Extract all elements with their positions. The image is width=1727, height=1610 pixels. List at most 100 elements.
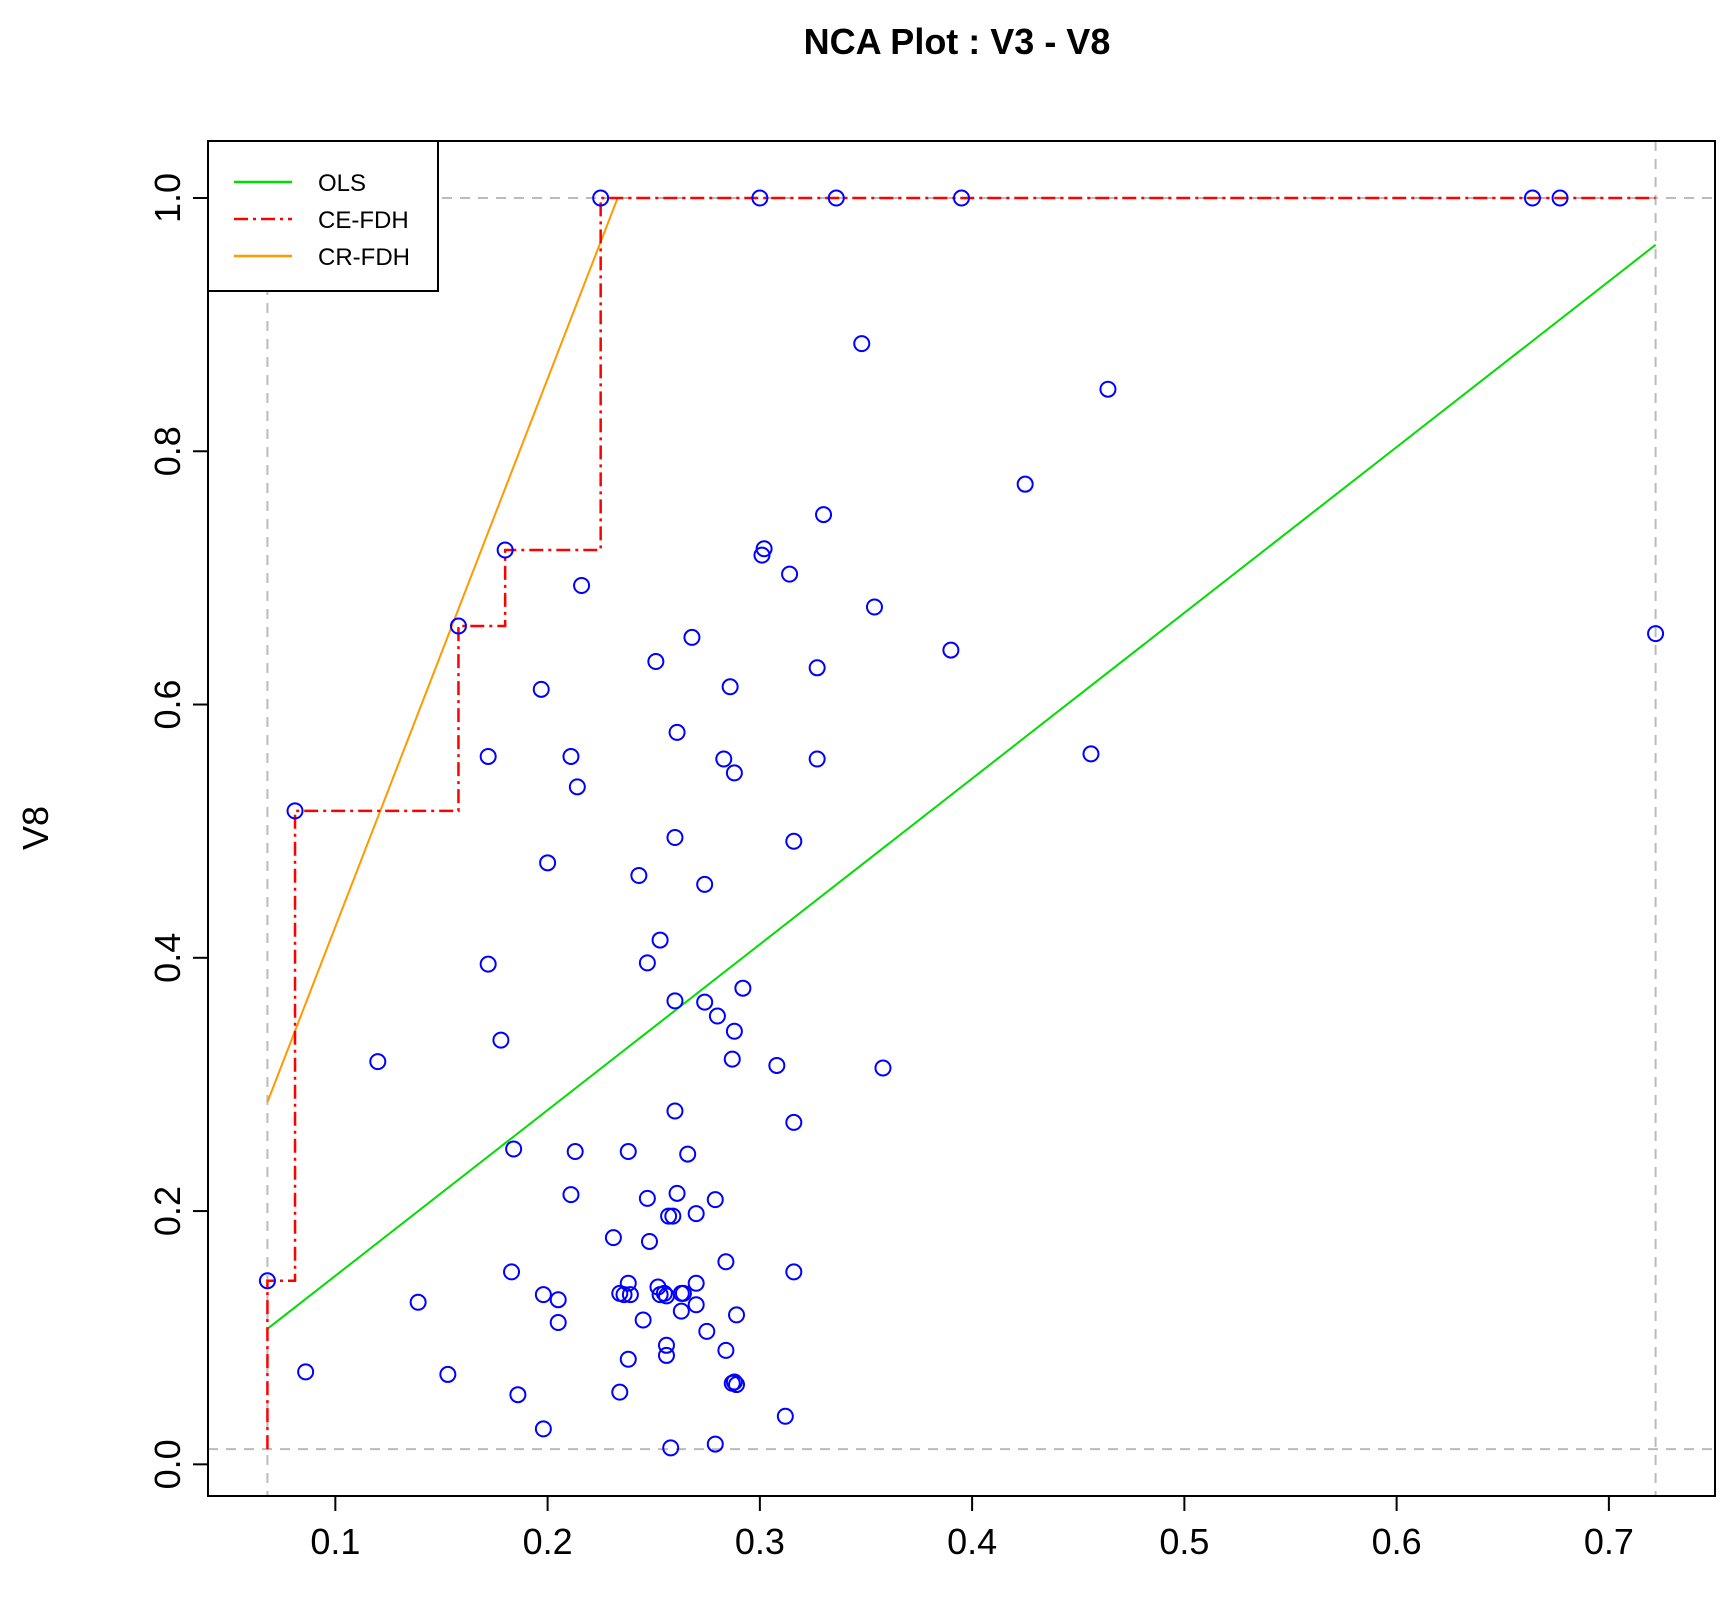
legend-box <box>207 140 439 292</box>
data-point <box>698 1322 716 1340</box>
data-point <box>647 652 665 670</box>
data-point <box>696 993 714 1011</box>
data-point <box>687 1274 705 1292</box>
data-point <box>640 1232 658 1250</box>
data-point <box>662 1439 680 1457</box>
data-point <box>286 802 304 820</box>
data-point <box>815 506 833 524</box>
plot-frame <box>207 140 1716 1497</box>
data-point <box>369 1053 387 1071</box>
data-point <box>717 1341 735 1359</box>
data-point <box>604 1229 622 1247</box>
data-point <box>657 1336 675 1354</box>
legend: OLS CE-FDH CR-FDH <box>207 140 439 292</box>
data-point <box>874 1059 892 1077</box>
data-point <box>953 189 970 207</box>
data-point <box>638 954 656 972</box>
data-point <box>566 1143 584 1161</box>
data-point <box>1551 189 1569 207</box>
data-point <box>725 1022 743 1040</box>
data-point <box>532 680 550 698</box>
data-point <box>725 1373 743 1391</box>
x-tick-label: 0.4 <box>947 1521 997 1562</box>
x-tick-label: 0.5 <box>1159 1521 1209 1562</box>
data-point <box>666 828 684 846</box>
data-point <box>634 1311 652 1329</box>
data-point <box>1016 475 1034 493</box>
x-tick-label: 0.1 <box>310 1521 360 1562</box>
data-point <box>706 1435 724 1453</box>
data-point <box>562 1186 580 1204</box>
data-point <box>683 628 701 646</box>
data-point <box>853 335 871 353</box>
data-point <box>723 1050 741 1068</box>
data-point <box>715 750 733 768</box>
y-axis-label: V8 <box>15 806 56 850</box>
data-point <box>664 1207 682 1225</box>
data-point <box>776 1407 794 1425</box>
axis-ticks: 0.1 0.2 0.3 0.4 0.5 0.6 0.7 0.0 0.2 0.4 0.6 0.8 1.0 <box>147 173 1634 1562</box>
data-point <box>668 1184 686 1202</box>
legend-label: CE-FDH <box>318 207 409 234</box>
data-point <box>666 1102 684 1120</box>
data-point <box>619 1274 637 1292</box>
data-point <box>768 1056 786 1074</box>
data-point <box>827 189 845 207</box>
data-points <box>258 189 1665 1457</box>
data-point <box>666 992 684 1010</box>
data-point <box>725 764 743 782</box>
data-point <box>785 1263 803 1281</box>
data-point <box>568 778 586 796</box>
data-point <box>630 866 648 884</box>
data-point <box>679 1145 697 1163</box>
data-point <box>728 1306 746 1324</box>
data-point <box>657 1346 675 1364</box>
data-point <box>503 1263 521 1281</box>
data-point <box>687 1205 705 1223</box>
data-point <box>751 189 769 207</box>
x-tick-label: 0.3 <box>735 1521 785 1562</box>
data-point <box>1099 380 1117 398</box>
x-tick-label: 0.7 <box>1584 1521 1634 1562</box>
data-point <box>479 955 497 973</box>
data-point <box>619 1143 637 1161</box>
y-tick-label: 1.0 <box>147 173 188 223</box>
data-point <box>865 598 883 616</box>
data-point <box>496 541 514 559</box>
y-tick-label: 0.6 <box>147 680 188 730</box>
data-point <box>674 1284 692 1302</box>
data-point <box>655 1284 673 1302</box>
data-point <box>638 1189 656 1207</box>
data-point <box>534 1420 552 1438</box>
data-point <box>549 1291 567 1309</box>
data-point <box>708 1007 726 1025</box>
data-point <box>649 1278 667 1296</box>
data-point <box>651 931 669 949</box>
data-point <box>808 750 826 768</box>
data-point <box>592 189 610 207</box>
scope-lines <box>208 141 1715 1496</box>
y-tick-label: 0.4 <box>147 933 188 983</box>
data-point <box>479 747 497 765</box>
data-point <box>781 565 799 583</box>
data-point <box>728 1376 746 1394</box>
data-point <box>409 1293 427 1311</box>
data-point <box>619 1350 637 1368</box>
data-point <box>706 1191 724 1209</box>
data-point <box>668 723 686 741</box>
data-point <box>611 1383 629 1401</box>
y-tick-label: 0.0 <box>147 1439 188 1489</box>
data-point <box>549 1314 567 1332</box>
data-point <box>687 1296 705 1314</box>
data-point <box>258 1272 276 1290</box>
data-point <box>660 1207 678 1225</box>
legend-label: CR-FDH <box>318 244 410 271</box>
x-tick-label: 0.2 <box>523 1521 573 1562</box>
data-point <box>562 747 580 765</box>
data-point <box>573 576 591 594</box>
data-point <box>539 854 557 872</box>
data-point <box>734 979 752 997</box>
ols-line <box>266 244 1657 1330</box>
data-point <box>505 1140 523 1158</box>
